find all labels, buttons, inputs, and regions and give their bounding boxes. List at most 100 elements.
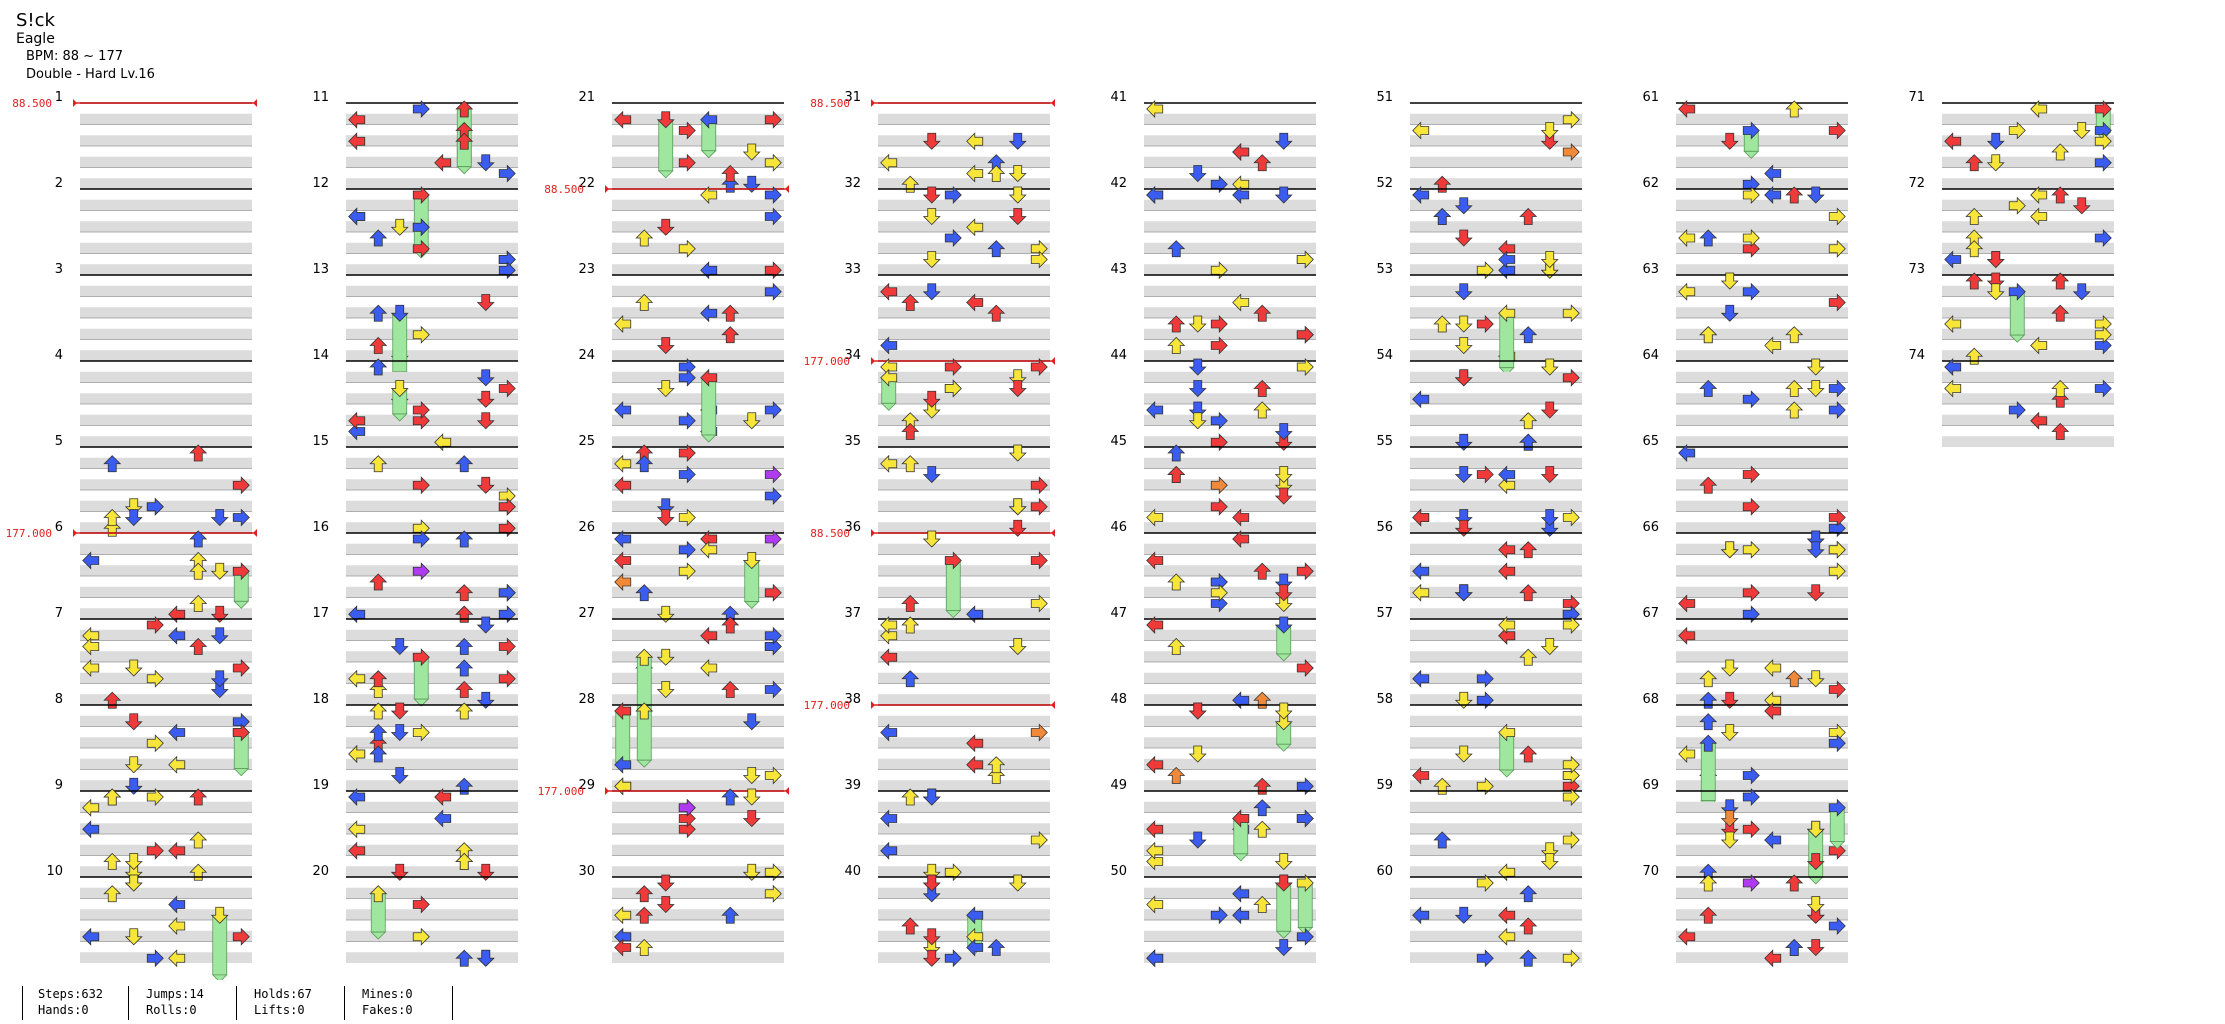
note-arrow xyxy=(2030,100,2048,118)
beat-stripe xyxy=(1676,436,1848,447)
beat-stripe xyxy=(1676,500,1848,512)
beat-stripe xyxy=(346,909,518,920)
note-arrow xyxy=(1030,723,1048,742)
bpm-change-label: 177.000 xyxy=(804,355,850,368)
note-arrow xyxy=(1498,540,1516,559)
beat-stripe xyxy=(80,608,252,619)
note-arrow xyxy=(2030,411,2048,430)
beat-stripe xyxy=(878,823,1050,834)
note-arrow xyxy=(1562,143,1580,161)
note-arrow xyxy=(987,240,1006,258)
measure-number: 66 xyxy=(1642,520,1659,535)
measure-block: 66 xyxy=(1642,520,1848,624)
beat-stripe xyxy=(1410,952,1582,963)
beat-stripe xyxy=(1676,629,1848,641)
beat-stripe xyxy=(1144,801,1316,813)
measure-block: 69 xyxy=(1642,778,1848,885)
measure-block: 72 xyxy=(1908,176,2114,275)
note-arrow xyxy=(1454,197,1473,215)
note-arrow xyxy=(390,702,409,720)
note-arrow xyxy=(1540,251,1559,269)
note-arrow xyxy=(210,906,229,924)
note-arrow xyxy=(1764,702,1782,720)
note-arrow xyxy=(987,756,1006,774)
measure-number: 50 xyxy=(1110,864,1127,879)
note-arrow xyxy=(1562,788,1580,806)
note-arrow xyxy=(656,111,675,129)
beat-stripe xyxy=(1410,758,1582,770)
note-arrow xyxy=(1498,927,1516,946)
beat-stripe xyxy=(1410,522,1582,533)
beat-stripe xyxy=(80,737,252,748)
beat-stripe xyxy=(1144,414,1316,426)
beat-stripe xyxy=(346,715,518,727)
note-arrow xyxy=(1806,541,1825,559)
note-arrow xyxy=(1785,938,1804,956)
measure-number: 14 xyxy=(312,348,329,363)
note-arrow xyxy=(1146,551,1164,570)
note-arrow xyxy=(614,702,632,720)
measure-number: 24 xyxy=(578,348,595,363)
note-arrow xyxy=(721,304,740,322)
beat-stripe xyxy=(346,758,518,770)
measure-number: 51 xyxy=(1376,90,1393,105)
measure-block: 7 xyxy=(55,606,252,709)
beat-stripe xyxy=(1144,608,1316,619)
note-arrow xyxy=(1030,831,1048,849)
note-arrow xyxy=(678,239,696,258)
note-arrow xyxy=(1828,121,1846,140)
beat-stripe xyxy=(1144,178,1316,189)
note-arrow xyxy=(635,938,654,956)
note-arrow xyxy=(455,852,474,870)
beat-stripe xyxy=(346,479,518,490)
beat-stripe xyxy=(878,909,1050,920)
note-arrow xyxy=(434,788,452,806)
measure-number: 65 xyxy=(1642,434,1659,449)
note-arrow xyxy=(1412,583,1430,602)
note-arrow xyxy=(2094,325,2112,344)
measure-block: 59 xyxy=(1376,778,1582,882)
beat-stripe xyxy=(1676,156,1848,168)
note-arrow xyxy=(412,186,430,204)
measure-number: 55 xyxy=(1376,434,1393,449)
note-arrow xyxy=(1253,304,1272,322)
beat-stripe xyxy=(1144,586,1316,598)
measure-number: 20 xyxy=(312,864,329,879)
note-arrow xyxy=(1253,379,1272,397)
beat-stripe xyxy=(1676,672,1848,684)
beat-stripe xyxy=(1676,264,1848,275)
note-arrow xyxy=(82,927,100,946)
note-arrow xyxy=(1412,121,1430,140)
beat-stripe xyxy=(346,285,518,297)
beat-stripe xyxy=(346,328,518,340)
stat-mines: Mines:0 xyxy=(362,987,413,1001)
measure-block: 46 xyxy=(1110,520,1316,619)
note-arrow xyxy=(1296,325,1314,344)
note-arrow xyxy=(348,132,366,151)
note-arrow xyxy=(1562,110,1580,129)
note-arrow xyxy=(944,551,962,570)
note-arrow xyxy=(1188,165,1207,183)
note-arrow xyxy=(1454,283,1473,301)
hold-body xyxy=(392,312,408,373)
beat-stripe xyxy=(80,952,252,963)
measure-number: 70 xyxy=(1642,864,1659,879)
note-arrow xyxy=(1965,207,1984,225)
beat-stripe xyxy=(346,844,518,856)
note-arrow xyxy=(412,895,430,914)
note-arrow xyxy=(2072,283,2091,301)
beat-stripe xyxy=(346,801,518,813)
note-arrow xyxy=(1699,874,1718,892)
measure-block: 35 xyxy=(844,434,1050,537)
note-arrow xyxy=(1806,939,1825,957)
note-arrow xyxy=(1742,282,1760,301)
measure-block: 50 xyxy=(1110,864,1316,968)
beat-stripe xyxy=(612,866,784,877)
beat-stripe xyxy=(612,457,784,469)
measure-number: 9 xyxy=(55,778,63,793)
note-arrow xyxy=(880,841,898,860)
beat-stripe xyxy=(1676,930,1848,942)
note-arrow xyxy=(124,659,143,677)
measure-block: 45 xyxy=(1110,434,1316,533)
